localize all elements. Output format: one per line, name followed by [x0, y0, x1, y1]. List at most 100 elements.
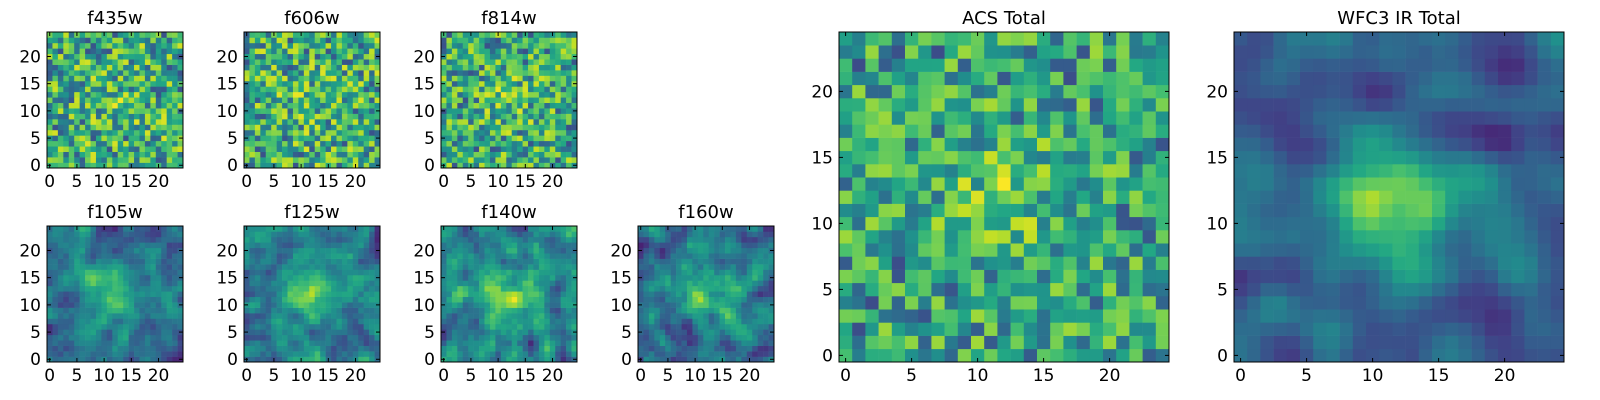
heatmap-cell	[123, 280, 129, 287]
heatmap-cell	[555, 334, 561, 341]
heatmap-cell	[538, 351, 545, 357]
heatmap-cell	[457, 42, 464, 49]
heatmap-cell	[85, 247, 91, 254]
heatmap-cell	[249, 42, 256, 49]
heatmap-cell	[708, 323, 715, 330]
heatmap-cell	[276, 157, 283, 163]
heatmap-cell	[276, 124, 283, 131]
heatmap-cell	[166, 157, 173, 163]
heatmap-cell	[106, 313, 113, 319]
heatmap-cell	[1116, 164, 1130, 178]
heatmap-cell	[244, 75, 250, 82]
heatmap-cell	[462, 32, 469, 38]
heatmap-cell	[643, 323, 650, 330]
heatmap-cell	[944, 203, 959, 218]
heatmap-cell	[891, 177, 906, 191]
heatmap-cell	[265, 157, 272, 163]
heatmap-cell	[752, 318, 758, 325]
heatmap-cell	[254, 269, 261, 276]
heatmap-cell	[352, 48, 359, 55]
heatmap-cell	[57, 129, 64, 136]
heatmap-cell	[47, 75, 53, 82]
heatmap-cell	[314, 162, 321, 169]
heatmap-cell	[457, 253, 464, 259]
heatmap-cell	[500, 280, 507, 287]
heatmap-cell	[692, 253, 699, 259]
heatmap-cell	[144, 86, 151, 93]
heatmap-cell	[369, 64, 375, 71]
heatmap-cell	[495, 70, 502, 76]
heatmap-cell	[117, 42, 124, 49]
heatmap-cell	[703, 318, 710, 325]
heatmap-cell	[276, 296, 283, 303]
heatmap-cell	[741, 274, 748, 281]
heatmap-cell	[1023, 282, 1038, 297]
heatmap-cell	[139, 313, 146, 319]
heatmap-cell	[528, 323, 534, 330]
heatmap-cell	[544, 97, 551, 104]
heatmap-cell	[468, 291, 474, 298]
heatmap-cell	[309, 86, 316, 93]
heatmap-cell	[161, 334, 167, 341]
x-tick-label: 5	[269, 172, 280, 192]
heatmap-cell	[150, 140, 157, 147]
heatmap-cell	[363, 253, 370, 259]
heatmap-cell	[68, 269, 75, 276]
heatmap-cell	[457, 97, 464, 104]
heatmap-cell	[457, 129, 464, 136]
heatmap-cell	[549, 242, 556, 249]
heatmap-cell	[358, 42, 364, 49]
heatmap-cell	[134, 264, 140, 270]
heatmap-cell	[555, 313, 561, 319]
heatmap-cell	[544, 280, 551, 287]
heatmap-cell	[697, 318, 704, 325]
heatmap-cell	[144, 242, 151, 249]
heatmap-cell	[931, 322, 945, 336]
heatmap-cell	[533, 329, 540, 336]
heatmap-cell	[358, 226, 364, 232]
heatmap-cell	[697, 302, 704, 308]
heatmap-cell	[347, 97, 354, 104]
heatmap-cell	[462, 124, 469, 131]
heatmap-cell	[457, 64, 464, 71]
heatmap-cell	[484, 274, 491, 281]
heatmap-cell	[363, 274, 370, 281]
heatmap-cell	[369, 146, 375, 152]
heatmap-cell	[106, 146, 113, 152]
heatmap-cell	[172, 231, 178, 238]
heatmap-cell	[144, 318, 151, 325]
heatmap-cell	[468, 307, 474, 314]
heatmap-cell	[341, 226, 348, 232]
heatmap-cell	[506, 242, 513, 249]
heatmap-cell	[549, 280, 556, 287]
heatmap-cell	[144, 307, 151, 314]
heatmap-cell	[681, 323, 688, 330]
heatmap-cell	[735, 231, 742, 238]
heatmap-cell	[1116, 348, 1130, 363]
heatmap-cell	[95, 119, 102, 125]
heatmap-cell	[714, 231, 720, 238]
heatmap-cell	[560, 302, 567, 308]
heatmap-cell	[957, 177, 972, 191]
heatmap-cell	[839, 190, 853, 204]
heatmap-cell	[244, 242, 250, 249]
heatmap-cell	[462, 323, 469, 330]
heatmap-cell	[468, 97, 474, 104]
heatmap-cell	[57, 351, 64, 357]
heatmap-cell	[451, 226, 458, 232]
heatmap-cell	[249, 113, 256, 120]
heatmap-cell	[260, 75, 267, 82]
heatmap-cell	[479, 80, 485, 87]
heatmap-cell	[106, 340, 113, 346]
heatmap-cell	[117, 146, 124, 152]
heatmap-cell	[495, 140, 502, 147]
heatmap-cell	[484, 231, 491, 238]
heatmap-cell	[692, 231, 699, 238]
heatmap-cell	[511, 75, 518, 82]
heatmap-cell	[1076, 164, 1091, 178]
heatmap-cell	[336, 113, 343, 120]
heatmap-cell	[177, 226, 184, 232]
heatmap-cell	[336, 269, 343, 276]
heatmap-cell	[85, 285, 91, 292]
heatmap-cell	[741, 318, 748, 325]
